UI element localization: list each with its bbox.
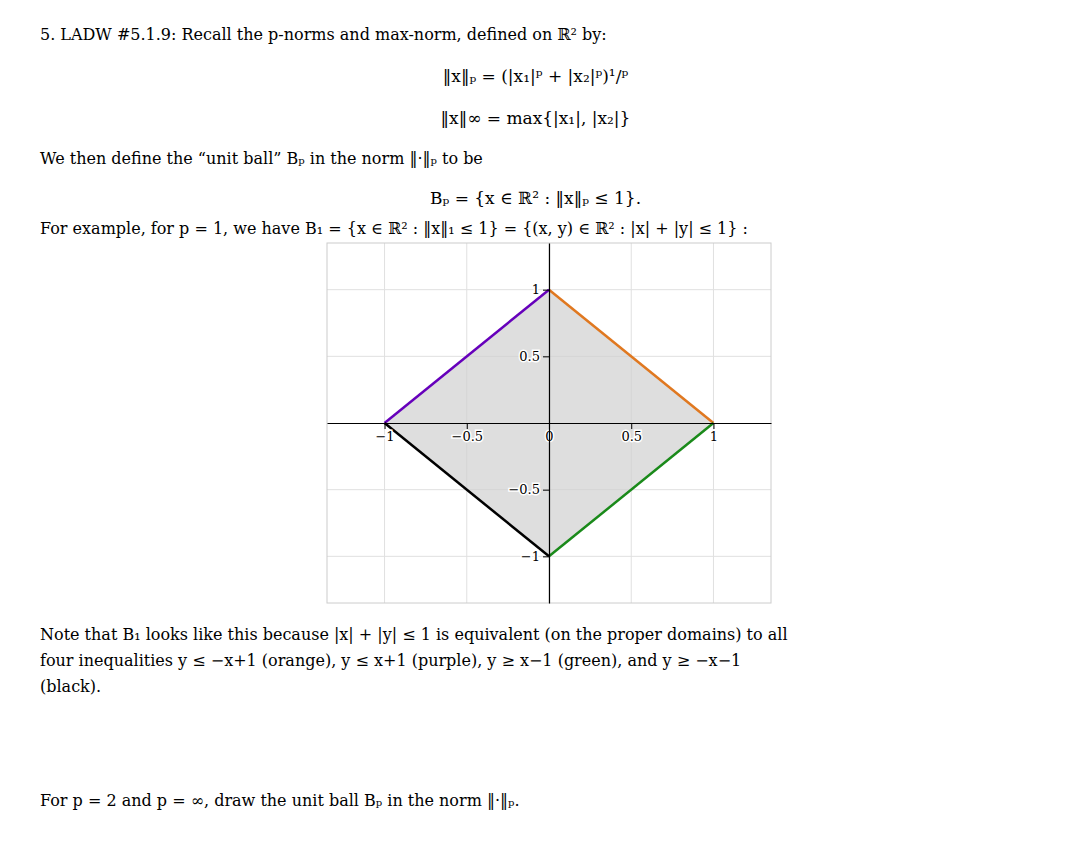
tick-mark — [631, 423, 632, 429]
tick: −0.5 — [508, 482, 549, 497]
title: 5. LADW #5.1.9: Recall the p-norms and m… — [40, 25, 607, 44]
tick-mark — [713, 423, 714, 429]
footer: For p = 2 and p = ∞, draw the unit ball … — [40, 791, 519, 810]
tick-label: 1 — [532, 282, 540, 297]
tick-label: 1 — [710, 429, 718, 444]
grid — [327, 243, 771, 603]
note-line: Note that B₁ looks like this because |x|… — [40, 625, 788, 644]
tick-label: −0.5 — [451, 429, 483, 444]
note-line: four inequalities y ≤ −x+1 (orange), y ≤… — [40, 651, 741, 670]
tick-mark — [543, 556, 549, 557]
tick-label: 0.5 — [621, 429, 642, 444]
tick-mark — [543, 490, 549, 491]
line — [549, 423, 713, 556]
formula: ‖x‖∞ = max{|x₁|, |x₂|} — [441, 108, 631, 128]
axis-line — [549, 244, 550, 604]
tick: 0.5 — [621, 423, 642, 444]
tick: −0.5 — [451, 423, 483, 444]
formula: Bₚ = {x ∈ ℝ² : ‖x‖ₚ ≤ 1}. — [430, 188, 641, 208]
tick-label: 0.5 — [519, 349, 540, 364]
y-axis: −1 −0.5 0.5 1 — [508, 244, 549, 604]
tick-mark — [467, 423, 468, 429]
tick: 0.5 — [519, 349, 549, 364]
page: 5. LADW #5.1.9: Recall the p-norms and m… — [0, 0, 1071, 868]
paragraph: We then define the “unit ball” Bₚ in the… — [40, 149, 483, 168]
tick-label: −1 — [521, 549, 540, 564]
note-line: (black). — [40, 677, 101, 696]
line — [385, 423, 549, 556]
line — [385, 290, 549, 423]
paragraph: For example, for p = 1, we have B₁ = {x … — [40, 219, 748, 238]
tick-mark — [543, 290, 549, 291]
tick: 1 — [532, 282, 549, 297]
tick: −1 — [521, 549, 549, 564]
tick-mark — [543, 356, 549, 357]
tick-label: −1 — [375, 429, 394, 444]
tick-mark — [385, 423, 386, 429]
formula: ‖x‖ₚ = (|x₁|ᵖ + |x₂|ᵖ)¹/ᵖ — [443, 66, 629, 86]
plot-frame — [327, 243, 771, 603]
line — [549, 290, 713, 423]
tick-label: −0.5 — [508, 482, 540, 497]
tick: 1 — [710, 423, 718, 444]
tick: −1 — [375, 423, 394, 444]
